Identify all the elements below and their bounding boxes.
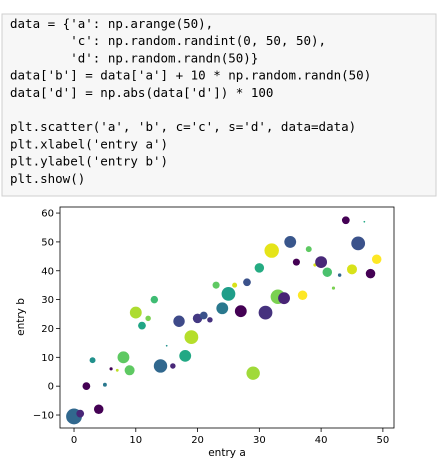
axes-frame xyxy=(59,206,395,429)
scatter-point xyxy=(207,317,213,323)
code-line: data['d'] = np.abs(data['d']) * 100 xyxy=(10,85,273,100)
y-tick-label: 10 xyxy=(41,353,54,364)
code-line: 'c': np.random.randint(0, 50, 50), xyxy=(10,33,326,48)
y-tick-label: 30 xyxy=(41,295,54,306)
scatter-point xyxy=(322,267,333,277)
scatter-point xyxy=(232,282,238,288)
scatter-point xyxy=(346,264,357,275)
scatter-point xyxy=(170,363,176,369)
code-line: 'd': np.random.randn(50)} xyxy=(10,50,258,65)
scatter-point xyxy=(221,286,236,301)
scatter-point xyxy=(129,306,142,319)
x-axis-label: entry a xyxy=(208,447,246,459)
y-axis-label: entry b xyxy=(15,298,27,336)
scatter-point xyxy=(212,281,220,289)
scatter-point xyxy=(199,311,208,320)
y-tick-label: 60 xyxy=(41,209,54,220)
scatter-point xyxy=(184,330,199,345)
scatter-point xyxy=(89,357,96,364)
scatter-point xyxy=(102,382,107,387)
scatter-point xyxy=(82,382,91,391)
scatter-point xyxy=(145,315,151,322)
scatter-point xyxy=(150,295,159,304)
code-cell xyxy=(1,13,437,197)
scatter-point xyxy=(371,254,382,264)
scatter-point xyxy=(179,349,192,362)
code-line: data = {'a': np.arange(50), xyxy=(10,16,213,31)
scatter-point xyxy=(124,365,135,376)
scatter-point xyxy=(315,256,328,269)
scatter-point xyxy=(297,290,308,301)
scatter-point xyxy=(76,409,85,418)
x-tick-label: 40 xyxy=(315,435,328,446)
scatter-point xyxy=(117,351,130,364)
scatter-point xyxy=(254,263,265,273)
scatter-point xyxy=(284,235,297,248)
y-tick-label: 50 xyxy=(41,237,54,248)
scatter-point xyxy=(138,321,146,330)
scatter-point xyxy=(243,278,251,287)
code-line: plt.scatter('a', 'b', c='c', s='d', data… xyxy=(10,119,356,134)
y-tick-label: 0 xyxy=(48,382,54,393)
scatter-point xyxy=(305,246,312,253)
scatter-point xyxy=(165,344,168,347)
x-tick-label: 0 xyxy=(71,435,77,446)
code-line: data['b'] = data['a'] + 10 * np.random.r… xyxy=(10,68,371,83)
scatter-point xyxy=(173,315,185,327)
scatter-point xyxy=(234,305,247,318)
scatter-point xyxy=(93,404,104,414)
scatter-point xyxy=(246,366,260,380)
scatter-point xyxy=(331,286,336,290)
scatter-point xyxy=(337,273,342,277)
scatter-point xyxy=(341,216,350,225)
scatter-point xyxy=(153,359,168,373)
scatter-point xyxy=(363,220,366,223)
scatter-point xyxy=(278,292,290,305)
x-tick-label: 50 xyxy=(377,435,390,446)
x-tick-label: 10 xyxy=(129,435,142,446)
y-tick-label: −10 xyxy=(33,411,54,422)
scatter-point xyxy=(264,243,279,258)
code-line: plt.show() xyxy=(10,171,85,186)
y-tick-label: 20 xyxy=(41,324,54,335)
code-line: plt.xlabel('entry a') xyxy=(10,136,168,151)
scatter-point xyxy=(365,268,376,279)
x-tick-label: 20 xyxy=(191,435,204,446)
scatter-point xyxy=(115,368,119,372)
scatter-point xyxy=(258,305,273,320)
scatter-point xyxy=(292,258,300,266)
x-tick-label: 30 xyxy=(253,435,266,446)
scatter-point xyxy=(109,367,113,371)
scatter-point xyxy=(216,302,229,315)
scatter-point xyxy=(351,236,366,251)
code-line: plt.ylabel('entry b') xyxy=(10,154,168,169)
y-tick-label: 40 xyxy=(41,266,54,277)
